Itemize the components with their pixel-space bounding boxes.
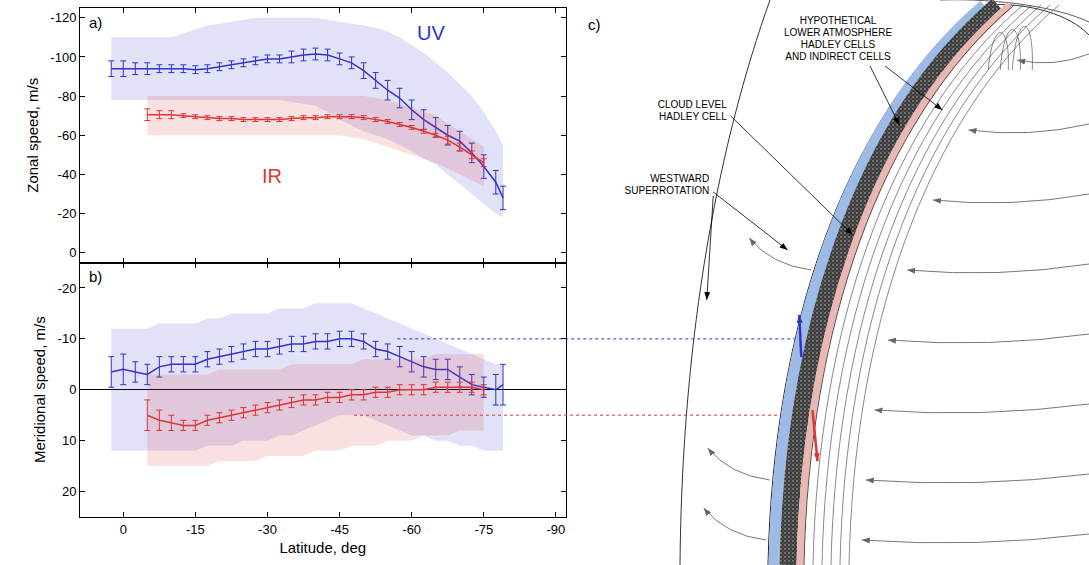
svg-text:-100: -100 <box>50 49 76 64</box>
svg-text:HADLEY CELLS: HADLEY CELLS <box>801 39 876 50</box>
svg-text:HYPOTHETICAL: HYPOTHETICAL <box>800 15 877 26</box>
svg-text:-30: -30 <box>258 522 277 537</box>
svg-text:10: 10 <box>62 433 76 448</box>
svg-text:UV: UV <box>417 22 445 44</box>
svg-text:-20: -20 <box>58 281 77 296</box>
svg-text:WESTWARD: WESTWARD <box>650 173 709 184</box>
svg-text:-10: -10 <box>58 331 77 346</box>
svg-text:b): b) <box>89 268 102 285</box>
svg-text:IR: IR <box>262 165 282 187</box>
svg-text:-75: -75 <box>474 522 493 537</box>
svg-text:Meridional speed, m/s: Meridional speed, m/s <box>31 316 48 463</box>
svg-text:-80: -80 <box>58 89 77 104</box>
svg-text:Zonal speed, m/s: Zonal speed, m/s <box>24 78 41 193</box>
svg-text:Latitude, deg: Latitude, deg <box>279 539 366 556</box>
svg-text:HADLEY CELL: HADLEY CELL <box>659 111 727 122</box>
svg-text:-40: -40 <box>58 167 77 182</box>
svg-text:0: 0 <box>69 382 76 397</box>
svg-text:-60: -60 <box>402 522 421 537</box>
svg-text:-15: -15 <box>186 522 205 537</box>
svg-text:-45: -45 <box>330 522 349 537</box>
svg-text:SUPERROTATION: SUPERROTATION <box>625 185 710 196</box>
svg-text:c): c) <box>588 16 601 33</box>
svg-text:20: 20 <box>62 484 76 499</box>
svg-text:AND INDIRECT CELLS: AND INDIRECT CELLS <box>785 51 891 62</box>
svg-text:-20: -20 <box>58 206 77 221</box>
svg-text:-90: -90 <box>547 522 566 537</box>
svg-text:-120: -120 <box>50 10 76 25</box>
svg-text:0: 0 <box>69 245 76 260</box>
svg-text:LOWER ATMOSPHERE: LOWER ATMOSPHERE <box>784 27 892 38</box>
svg-text:0: 0 <box>120 522 127 537</box>
svg-text:CLOUD LEVEL: CLOUD LEVEL <box>658 99 727 110</box>
svg-text:-60: -60 <box>58 128 77 143</box>
svg-text:a): a) <box>89 14 102 31</box>
